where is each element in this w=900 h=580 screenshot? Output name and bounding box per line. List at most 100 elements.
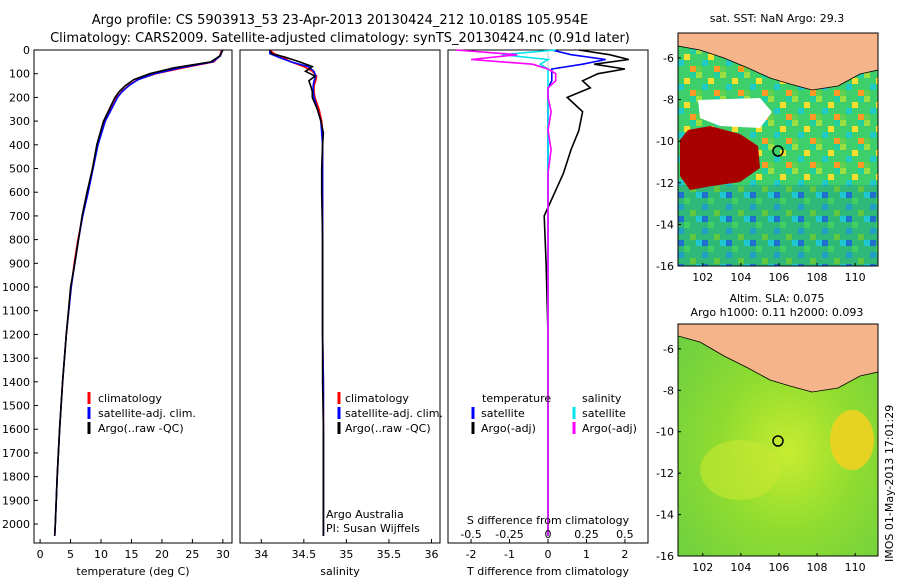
difference-panel: -2 -1 0 1 2 -0.5 -0.25 0 0.25 0.5 S difference f… [447,49,649,578]
depth-tick-label: 700 [9,210,30,223]
lon-tick-label: 106 [768,271,789,284]
legend-satellite: satellite-adj. clim. [345,407,443,420]
temperature-axis-label: temperature (deg C) [76,565,189,578]
sst-map-title: sat. SST: NaN Argo: 29.3 [710,12,844,25]
depth-tick-label: 800 [9,234,30,247]
title-line-2: Climatology: CARS2009. Satellite-adjuste… [50,31,630,46]
depth-tick-label: 1100 [2,305,30,318]
temperature-lines [53,49,224,536]
salinity-panel: 34 34.5 35 35.5 36 salinity climatology sate… [239,49,443,578]
temperature-line-argo-raw-qc- [53,49,224,536]
temperature-line-climatology [53,49,223,536]
sst-map-panel: sat. SST: NaN Argo: 29.3 102 104 106 108 110… [656,12,879,284]
lat-tick-label: -8 [663,94,674,107]
lon-tick-label: 106 [768,561,789,574]
lat-tick-label: -16 [656,260,674,273]
depth-tick-label: 600 [9,186,30,199]
argo-position-marker-2 [772,435,784,447]
temperature-tick-label: 10 [94,548,108,561]
sst-warm-patch [680,126,760,190]
title-line-1: Argo profile: CS 5903913_53 23-Apr-2013 … [92,13,588,28]
lon-tick-label: 110 [845,561,866,574]
t-difference-label: T difference from climatology [466,565,629,578]
depth-tick-label: 1800 [2,471,30,484]
s-difference-tick-label: -0.5 [460,528,481,541]
salinity-tick-label: 34 [254,548,268,561]
lon-tick-label: 102 [692,561,713,574]
sla-map-panel: Altim. SLA: 0.075 Argo h1000: 0.11 h2000… [656,292,879,574]
temperature-tick-label: 5 [67,548,74,561]
difference-lines [455,49,629,543]
lon-tick-label: 110 [845,271,866,284]
salinity-tick-label: 34.5 [292,548,317,561]
annotation-pi: PI: Susan Wijffels [326,522,420,535]
temperature-tick-labels: 0 5 10 15 20 25 30 [37,539,230,561]
t-difference-tick-label: 1 [583,548,590,561]
t-difference-line-1 [543,49,629,536]
lat-tick-label: -12 [656,177,674,190]
lon-tick-label: 104 [730,271,751,284]
depth-tick-label: 1000 [2,281,30,294]
s-difference-label: S difference from climatology [467,514,630,527]
depth-tick-label: 900 [9,257,30,270]
legend-t-argo: Argo(-adj) [481,422,536,435]
temperature-line-satellite-adj-clim- [53,49,224,536]
depth-tick-label: 2000 [2,518,30,531]
lon-tick-label: 108 [807,271,828,284]
lat-tick-label: -14 [656,218,674,231]
legend-s-argo: Argo(-adj) [582,422,637,435]
depth-tick-label: 400 [9,139,30,152]
salinity-lines [268,49,325,536]
legend-temperature-title: temperature [482,392,551,405]
t-difference-line-0 [547,49,606,536]
legend-s-satellite: satellite [582,407,626,420]
temperature-legend: climatology satellite-adj. clim. Argo(..… [87,392,196,435]
sla-high-patch [830,410,874,470]
salinity-axes-frame [239,49,441,544]
t-difference-tick-label: 0 [545,548,552,561]
lon-tick-label: 108 [807,561,828,574]
salinity-tick-label: 35.5 [377,548,402,561]
t-difference-tick-label: -1 [504,548,515,561]
legend-argo: Argo(..raw -QC) [98,422,184,435]
depth-tick-label: 300 [9,115,30,128]
depth-tick-label: 1700 [2,447,30,460]
salinity-axis-label: salinity [320,565,360,578]
lon-tick-label: 104 [730,561,751,574]
depth-tick-label: 1900 [2,494,30,507]
s-difference-tick-labels: -0.5 -0.25 0 0.25 0.5 [460,528,633,541]
salinity-line-climatology [269,49,325,536]
lat-tick-label: -14 [656,509,674,522]
legend-t-satellite: satellite [481,407,525,420]
depth-tick-label: 500 [9,163,30,176]
s-difference-line-1 [455,49,557,536]
depth-tick-label: 1200 [2,328,30,341]
lon-tick-label: 102 [692,271,713,284]
legend-salinity-title: salinity [582,392,622,405]
sla-mid-patch [700,440,780,500]
temperature-tick-label: 0 [37,548,44,561]
imos-timestamp: IMOS 01-May-2013 17:01:29 [883,405,896,562]
sst-field-cool [678,185,878,266]
t-difference-tick-labels: -2 -1 0 1 2 [466,539,628,561]
legend-climatology: climatology [345,392,409,405]
lat-tick-label: -16 [656,550,674,563]
s-difference-tick-label: 0.25 [574,528,599,541]
temperature-tick-label: 20 [155,548,169,561]
legend-climatology: climatology [98,392,162,405]
temperature-tick-label: 25 [185,548,199,561]
depth-tick-label: 1300 [2,352,30,365]
temperature-tick-label: 30 [216,548,230,561]
temperature-axes-frame [33,49,233,544]
legend-satellite: satellite-adj. clim. [98,407,196,420]
salinity-tick-labels: 34 34.5 35 35.5 36 [254,539,438,561]
depth-tick-labels: 0 100 200 300 400 500 600 700 800 900 1000 1100 1200… [2,44,38,531]
difference-legend: temperature salinity satellite Argo(-adj… [471,392,637,435]
depth-tick-label: 100 [9,68,30,81]
t-difference-tick-label: 2 [621,548,628,561]
lat-tick-label: -6 [663,52,674,65]
lat-tick-label: -10 [656,426,674,439]
depth-tick-label: 200 [9,91,30,104]
salinity-legend: climatology satellite-adj. clim. Argo(..… [337,392,443,435]
